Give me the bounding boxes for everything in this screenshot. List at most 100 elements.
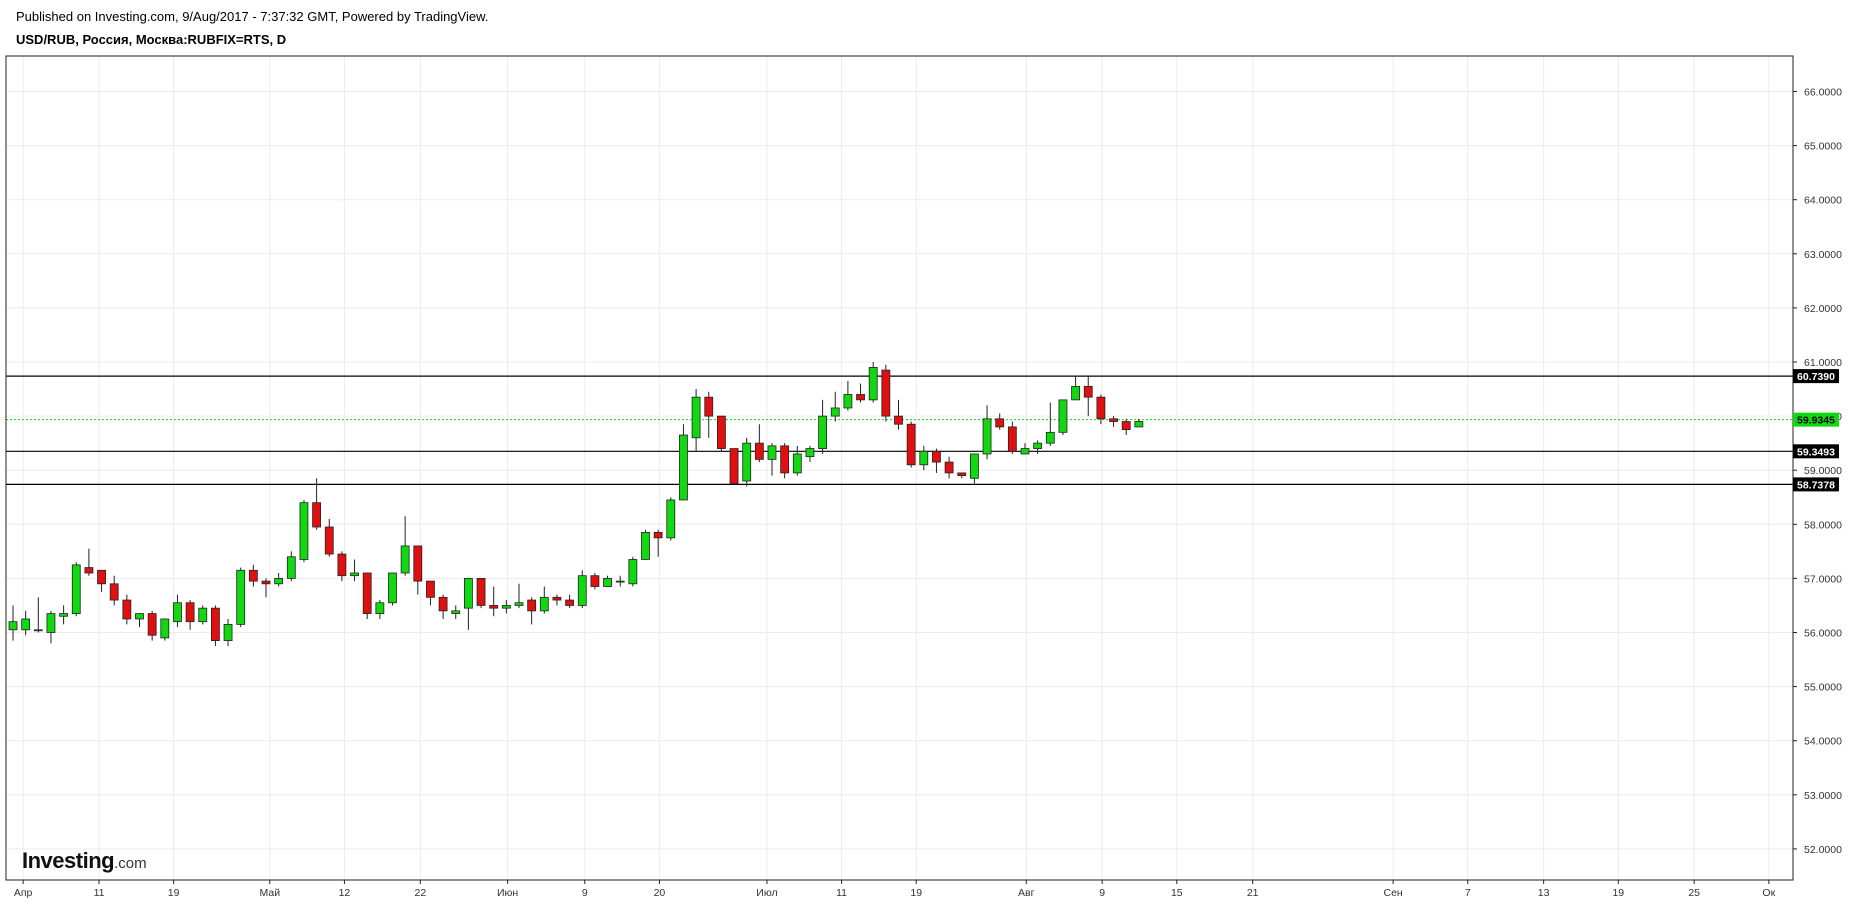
candle-body [868,367,878,401]
candle-body [995,418,1005,428]
candle-body [780,445,790,474]
x-tick-label: Авг [1018,887,1035,899]
x-tick-label: 7 [1465,887,1471,899]
candle-body [590,575,600,587]
candle-body [489,605,499,609]
candle-body [135,613,144,620]
plot-frame [5,55,1794,881]
candle-body [286,556,296,579]
y-tick-label: 56.0000 [1804,628,1842,640]
candle-body [1096,396,1106,420]
candle-body [805,448,815,458]
candle-body [717,415,726,449]
candle-body [792,453,802,474]
y-tick-label: 66.0000 [1804,87,1842,99]
candle-body [451,610,461,614]
candle-body [274,578,284,585]
candle-body [109,583,119,601]
candle-body [375,602,385,614]
published-info: Published on Investing.com, 9/Aug/2017 -… [16,9,489,24]
candle-body [97,569,106,585]
candle-body [1121,421,1131,431]
candle-body [426,580,435,598]
time-axis: Апр 11 19 Май 12 22 Июн 9 20 Июл 11 19 Авг 9 15 21 Сен 7 1… [6,879,1793,899]
candle-body [388,572,397,604]
candle-body [122,599,132,620]
candle-body [438,596,448,612]
x-tick-label: 11 [836,887,847,899]
candle-body [210,607,220,642]
candle-body [818,415,827,449]
x-tick-label: 20 [654,887,666,899]
candle-body [653,532,663,539]
candle-body [476,578,486,606]
candle-body [1058,399,1068,433]
candle-body [21,618,31,631]
candle-body [932,450,941,463]
last-price-tag-label: 59.9345 [1797,415,1835,427]
candles [8,362,1144,647]
y-tick-label: 57.0000 [1804,573,1842,585]
candle-body [957,472,967,477]
candle-body [1020,448,1030,455]
candle-body [1033,442,1043,449]
x-tick-label: 19 [1612,887,1624,899]
x-tick-label: 13 [1538,887,1550,899]
candle-body [704,396,714,417]
candle-body [501,605,511,609]
candle-body [236,569,246,625]
candle-body [881,369,891,417]
candle-body [691,396,701,439]
x-tick-label: 11 [94,887,105,899]
candle-body [641,532,650,560]
y-tick-label: 52.0000 [1804,844,1842,856]
level-tag [1793,369,1839,384]
candle-body [1007,426,1017,452]
symbol-title: USD/RUB, Россия, Москва:RUBFIX=RTS, D [16,32,287,47]
candle-body [324,526,334,555]
x-tick-label: 15 [1171,887,1183,899]
candle-body [463,578,473,609]
candle-body [1071,385,1080,401]
candle-body [906,423,916,466]
candle-body [413,545,423,582]
y-tick-label: 64.0000 [1804,195,1842,207]
horizontal-levels [6,375,1793,485]
x-tick-label: 22 [414,887,426,899]
y-tick-label: 53.0000 [1804,790,1842,802]
candle-body [160,618,170,639]
level-tag-label: 59.3493 [1797,446,1835,458]
candle-body [261,580,271,585]
candle-body [8,621,18,631]
y-tick-label: 55.0000 [1804,682,1842,694]
candle-body [742,442,752,482]
candle-body [527,599,537,612]
y-tick-label: 61.0000 [1804,357,1842,369]
candle-body [1109,418,1118,422]
candle-body [970,453,979,479]
candle-body [729,448,739,485]
x-tick-label: 21 [1247,887,1259,899]
x-tick-label: Ок [1762,887,1775,899]
price-axis: 52.0000 53.0000 54.0000 55.0000 56.0000 57.00… [1793,87,1842,856]
candle-body [362,572,372,614]
x-tick-label: 19 [168,887,180,899]
y-tick-label: 59.0000 [1804,465,1842,477]
candle-body [919,450,929,466]
level-tag [1793,444,1839,459]
candle-body [539,596,549,612]
x-tick-label: 9 [582,887,588,899]
candle-body [944,461,954,474]
x-tick-label: Апр [14,887,33,899]
candle-body [894,415,903,425]
candle-body [628,559,638,585]
x-tick-label: Сен [1383,887,1402,899]
candle-body [603,578,612,587]
candle-body [185,602,195,623]
candle-body [856,394,865,401]
candle-body [565,599,574,606]
last-price-tag [1793,412,1839,427]
candle-body [147,613,157,636]
candle-body [223,623,233,642]
